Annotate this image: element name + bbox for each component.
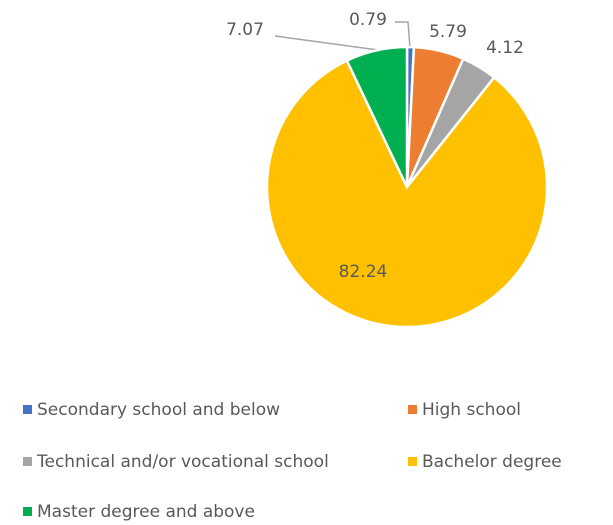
legend-marker bbox=[408, 457, 417, 466]
legend-label: Master degree and above bbox=[37, 502, 255, 522]
leader-line bbox=[395, 21, 411, 49]
pie-slice bbox=[345, 45, 409, 188]
legend-label: High school bbox=[422, 400, 521, 420]
legend-marker bbox=[23, 405, 32, 414]
data-label: 7.07 bbox=[226, 20, 264, 40]
leader-line bbox=[274, 35, 379, 51]
data-label: 5.79 bbox=[429, 22, 467, 42]
legend-label: Technical and/or vocational school bbox=[36, 452, 329, 472]
legend-marker bbox=[23, 457, 32, 466]
pie-slice bbox=[265, 58, 549, 329]
data-label: 0.79 bbox=[349, 10, 387, 30]
legend-label: Bachelor degree bbox=[422, 452, 562, 472]
legend-marker bbox=[23, 507, 32, 516]
data-label: 4.12 bbox=[486, 38, 524, 58]
legend-marker bbox=[408, 405, 417, 414]
legend-label: Secondary school and below bbox=[37, 400, 280, 420]
data-label: 82.24 bbox=[339, 262, 388, 282]
